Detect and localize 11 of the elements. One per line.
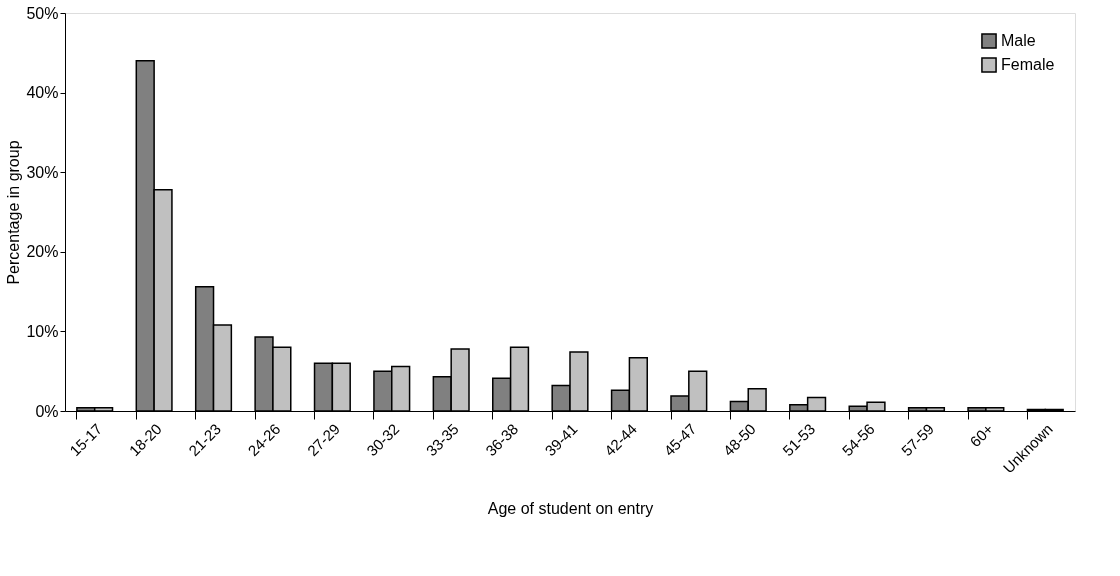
y-tick-label: 10% <box>26 322 59 340</box>
x-axis-title: Age of student on entry <box>487 500 654 518</box>
x-tick-label: 60+ <box>966 419 997 451</box>
legend-label: Female <box>1001 56 1055 73</box>
y-axis-title: Percentage in group <box>5 140 23 285</box>
legend-label: Male <box>1001 32 1036 49</box>
y-tick-label: 0% <box>35 402 59 420</box>
y-tick-label: 20% <box>26 243 59 261</box>
y-tick-label: 40% <box>26 84 59 102</box>
y-tick-label: 50% <box>26 4 59 22</box>
y-tick-label: 30% <box>26 163 59 181</box>
